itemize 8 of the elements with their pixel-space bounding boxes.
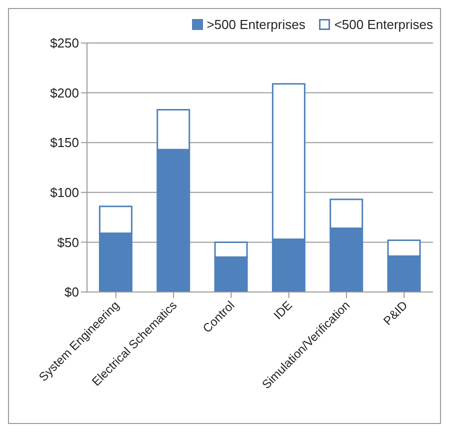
legend-label: >500 Enterprises [206,17,306,32]
y-tick-label: $100 [50,185,79,200]
legend-label: <500 Enterprises [333,17,433,32]
y-tick-label: $250 [50,36,79,51]
y-tick-label: $0 [64,284,79,300]
y-tick-label: $150 [50,135,79,150]
y-tick-label: $200 [50,85,79,100]
y-tick-label: $50 [57,234,79,250]
